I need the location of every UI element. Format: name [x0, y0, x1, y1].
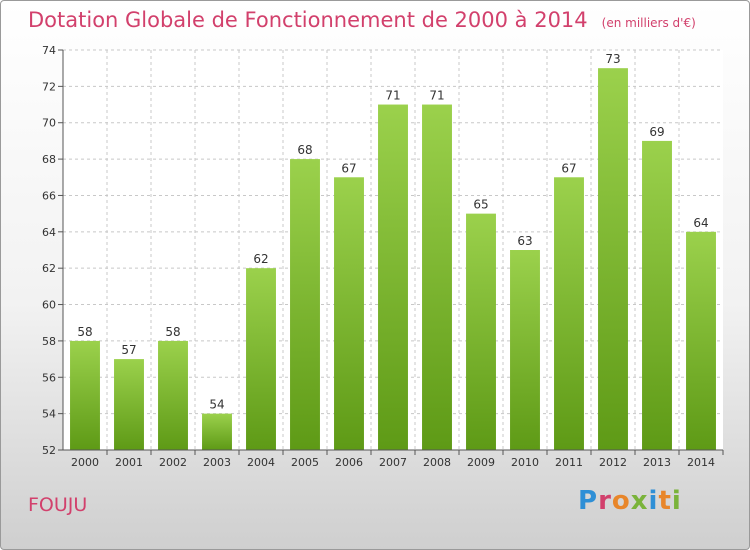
x-tick-label: 2012 [599, 456, 627, 469]
bar-value-label: 69 [649, 125, 664, 139]
bar [334, 177, 364, 451]
y-tick-label: 60 [42, 299, 56, 312]
bar-value-label: 62 [253, 252, 268, 266]
bar-value-label: 68 [297, 143, 312, 157]
y-tick-label: 72 [42, 80, 56, 93]
bar [246, 268, 276, 450]
bar-value-label: 71 [385, 89, 400, 103]
bar-value-label: 58 [77, 325, 92, 339]
x-tick-label: 2002 [159, 456, 187, 469]
bar-value-label: 64 [693, 216, 708, 230]
chart-unit: (en milliers d'€) [601, 16, 696, 30]
x-tick-label: 2013 [643, 456, 671, 469]
y-tick-label: 56 [42, 371, 56, 384]
bar [202, 413, 232, 450]
bar [642, 140, 672, 450]
bar-value-label: 67 [341, 161, 356, 175]
bar [70, 340, 100, 450]
bar-value-label: 63 [517, 234, 532, 248]
bar [158, 340, 188, 450]
bar [422, 104, 452, 450]
bar [114, 359, 144, 450]
x-tick-label: 2005 [291, 456, 319, 469]
bar [554, 177, 584, 451]
y-tick-label: 70 [42, 117, 56, 130]
x-tick-label: 2011 [555, 456, 583, 469]
bar [290, 159, 320, 450]
x-tick-label: 2010 [511, 456, 539, 469]
x-tick-label: 2000 [71, 456, 99, 469]
bar-value-label: 73 [605, 52, 620, 66]
place-name: FOUJU [28, 494, 88, 516]
x-tick-label: 2003 [203, 456, 231, 469]
y-tick-label: 52 [42, 444, 56, 457]
bar-value-label: 67 [561, 161, 576, 175]
x-tick-label: 2004 [247, 456, 275, 469]
x-tick-label: 2009 [467, 456, 495, 469]
y-tick-label: 68 [42, 153, 56, 166]
axes: 52 54 56 58 60 62 64 66 68 70 72 74 2000 2001 2002 2003… [42, 44, 724, 469]
bar-value-label: 71 [429, 89, 444, 103]
y-tick-label: 58 [42, 335, 56, 348]
y-tick-label: 74 [42, 44, 56, 57]
bars: 58 57 58 54 62 68 67 71 71 65 63 67 73 69 64 [70, 52, 716, 451]
x-tick-label: 2007 [379, 456, 407, 469]
x-tick-label: 2014 [687, 456, 715, 469]
y-tick-label: 66 [42, 189, 56, 202]
bar-value-label: 54 [209, 398, 224, 412]
y-tick-label: 64 [42, 226, 56, 239]
chart-title: Dotation Globale de Fonctionnement de 20… [28, 8, 588, 32]
chart-title-block: Dotation Globale de Fonctionnement de 20… [28, 8, 696, 32]
bar-value-label: 57 [121, 343, 136, 357]
bar [510, 250, 540, 450]
bar [686, 231, 716, 450]
bar [598, 68, 628, 450]
y-tick-label: 62 [42, 262, 56, 275]
bar-value-label: 58 [165, 325, 180, 339]
y-tick-label: 54 [42, 408, 56, 421]
x-tick-label: 2001 [115, 456, 143, 469]
bar [466, 213, 496, 450]
bar [378, 104, 408, 450]
bar-value-label: 65 [473, 198, 488, 212]
proxiti-logo: Proxiti [578, 486, 682, 516]
x-tick-label: 2006 [335, 456, 363, 469]
x-tick-label: 2008 [423, 456, 451, 469]
